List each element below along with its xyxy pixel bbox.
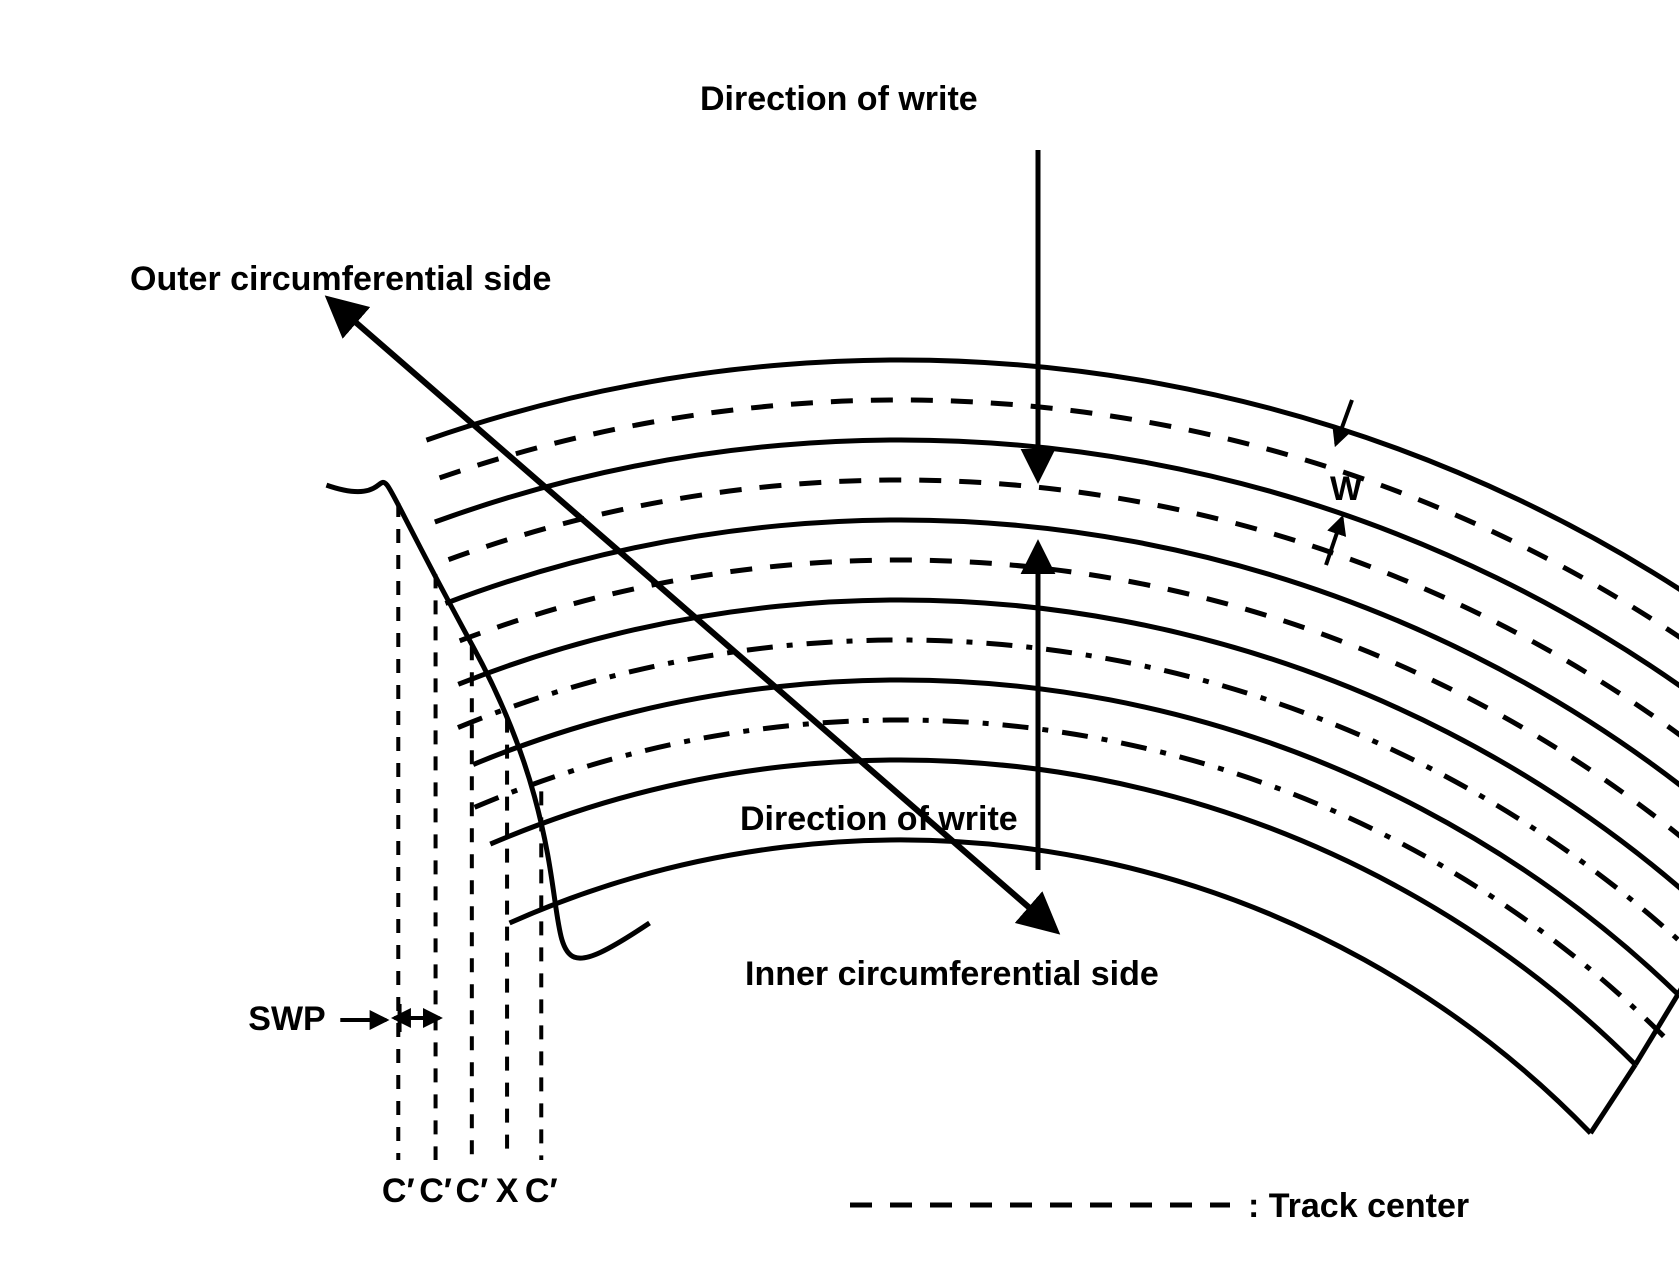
track-center-arc [460, 560, 1679, 879]
legend-label: : Track center [1248, 1187, 1469, 1225]
c-prime-1: C′ [382, 1172, 415, 1210]
swp-label: SWP [248, 1000, 325, 1038]
x-mark: X [496, 1172, 519, 1210]
w-arrow-down [1336, 400, 1352, 444]
track-end-cap [1591, 1065, 1636, 1134]
c-prime-2: C′ [419, 1172, 452, 1210]
w-label: W [1330, 470, 1363, 508]
inner-side-label: Inner circumferential side [745, 955, 1159, 993]
track-diagram: C′C′C′XC′SWPWABDirection of writeDirecti… [0, 0, 1679, 1281]
direction-top-label: Direction of write [700, 80, 978, 118]
c-prime-4: C′ [525, 1172, 558, 1210]
track-center-arc-b [458, 640, 1679, 966]
track-arc-solid [490, 760, 1635, 1065]
direction-bottom-label: Direction of write [740, 800, 1018, 838]
w-arrow-up [1326, 518, 1342, 565]
c-prime-3: C′ [455, 1172, 488, 1210]
outer-side-label: Outer circumferential side [130, 260, 551, 298]
